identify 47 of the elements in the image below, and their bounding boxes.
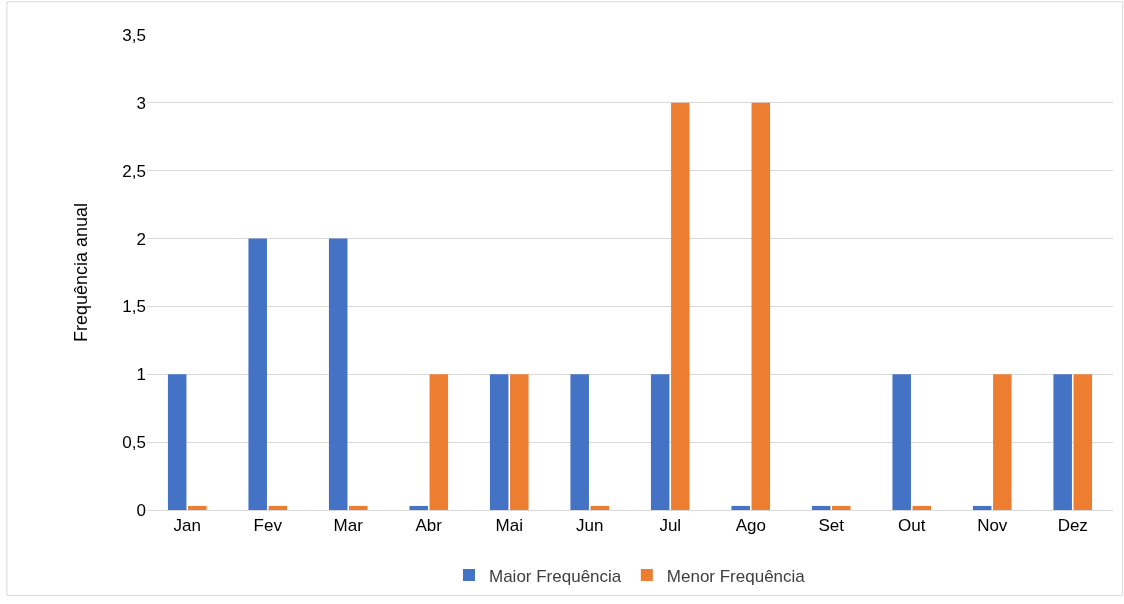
bar	[811, 505, 831, 510]
x-tick-label: Fev	[253, 516, 283, 536]
bar	[832, 505, 851, 510]
y-tick-label: 0,5	[122, 433, 146, 453]
bar	[590, 505, 610, 510]
bar	[570, 374, 589, 510]
bar	[993, 374, 1012, 510]
bar	[671, 102, 690, 510]
bar	[1053, 374, 1072, 510]
x-tick-label: Jun	[576, 516, 604, 536]
y-tick-label: 2,5	[122, 161, 146, 181]
y-tick-label: 1	[136, 365, 146, 385]
legend-label: Maior Frequência	[489, 566, 622, 586]
x-tick-label: Nov	[977, 516, 1008, 536]
x-tick-label: Jan	[173, 516, 201, 536]
bar	[349, 505, 368, 510]
bar	[489, 374, 509, 510]
bar	[188, 505, 207, 510]
bar	[892, 374, 911, 510]
bar	[510, 374, 529, 510]
x-tick-label: Abr	[415, 516, 443, 536]
x-tick-label: Mai	[495, 516, 523, 536]
y-tick-label: 3	[136, 93, 146, 113]
x-tick-label: Out	[898, 516, 926, 536]
legend-label: Menor Frequência	[666, 566, 806, 586]
bar	[409, 505, 428, 510]
bar	[248, 238, 267, 510]
bar	[429, 374, 449, 510]
bar	[167, 374, 187, 510]
x-tick-label: Dez	[1057, 516, 1088, 536]
bar	[1073, 374, 1093, 510]
bar	[328, 238, 348, 510]
x-tick-label: Ago	[735, 516, 766, 536]
x-tick-label: Mar	[333, 516, 364, 536]
bar	[912, 505, 932, 510]
x-tick-label: Jul	[659, 516, 682, 536]
y-tick-label: 0	[136, 500, 146, 520]
y-tick-label: 3,5	[122, 25, 146, 45]
y-axis-title: Frequência anual	[70, 202, 91, 343]
bar	[972, 505, 992, 510]
bar	[650, 374, 670, 510]
bar	[731, 505, 750, 510]
x-tick-label: Set	[818, 516, 845, 536]
bar	[751, 102, 771, 510]
y-tick-label: 1,5	[122, 297, 146, 317]
bar	[268, 505, 288, 510]
y-tick-label: 2	[136, 229, 146, 249]
